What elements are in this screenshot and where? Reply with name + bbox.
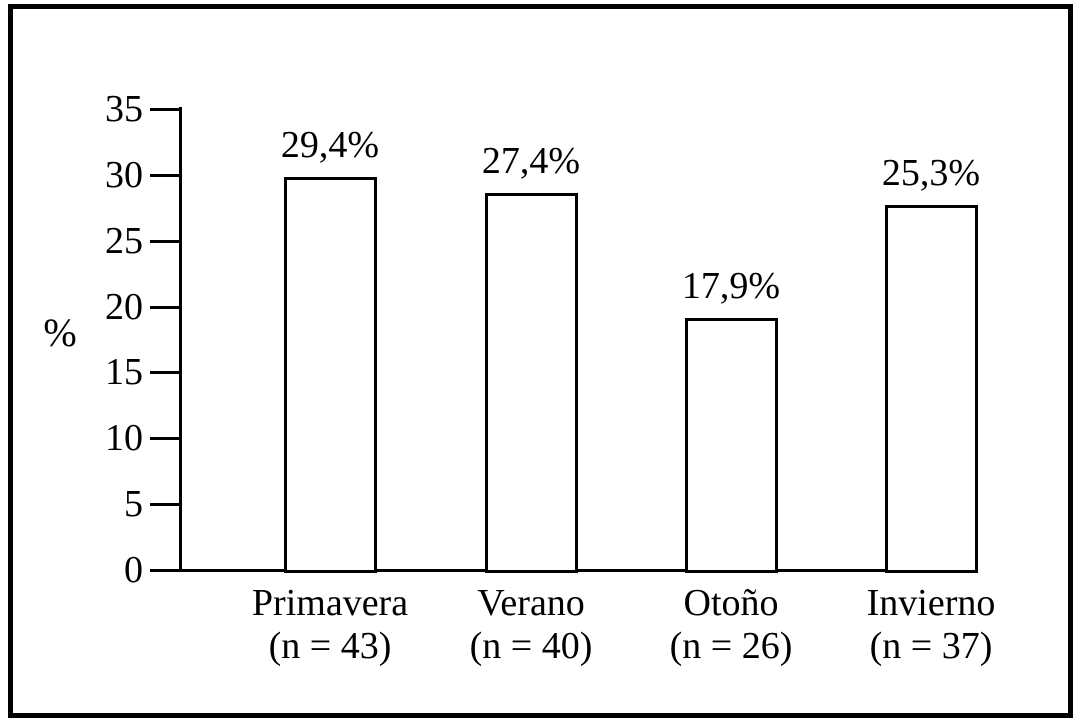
- y-tick-mark: [150, 173, 180, 177]
- y-tick-label: 0: [124, 549, 143, 591]
- bar-value-label: 25,3%: [881, 152, 981, 195]
- bar-verano: [484, 193, 578, 573]
- y-tick-mark: [150, 371, 180, 375]
- bar-value-label: 17,9%: [681, 265, 781, 308]
- bar-primavera: [283, 177, 377, 573]
- x-category-label: Verano (n = 40): [401, 582, 661, 668]
- bar-value-label: 27,4%: [481, 140, 581, 183]
- y-tick-label: 25: [105, 219, 143, 262]
- y-axis-line: [179, 107, 182, 571]
- bar-invierno: [884, 205, 978, 573]
- y-tick-label: 5: [124, 483, 143, 526]
- y-tick-label: 35: [105, 88, 143, 130]
- y-tick-mark: [150, 503, 180, 507]
- x-category-label: Invierno (n = 37): [801, 582, 1061, 668]
- figure-border: [8, 4, 1073, 718]
- category-name: Primavera: [251, 582, 409, 624]
- category-name: Verano: [477, 582, 585, 624]
- y-tick-mark: [150, 108, 180, 111]
- x-category-label: Primavera (n = 43): [200, 582, 460, 668]
- category-name: Invierno: [866, 582, 996, 624]
- bar-value-label: 29,4%: [280, 124, 380, 167]
- category-name: Otoño: [683, 582, 779, 624]
- category-sample-size: (n = 37): [869, 625, 993, 667]
- y-tick-label: 30: [105, 153, 143, 196]
- bar-otono: [684, 318, 778, 573]
- y-axis-title: %: [43, 310, 77, 355]
- category-sample-size: (n = 26): [669, 625, 793, 667]
- y-tick-mark: [150, 437, 180, 441]
- x-category-label: Otoño (n = 26): [601, 582, 861, 668]
- y-tick-mark: [150, 305, 180, 309]
- category-sample-size: (n = 43): [268, 625, 392, 667]
- category-sample-size: (n = 40): [469, 625, 593, 667]
- y-tick-mark: [150, 239, 180, 243]
- y-tick-label: 10: [105, 417, 143, 460]
- y-tick-label: 15: [105, 351, 143, 394]
- y-tick-label: 20: [105, 285, 143, 328]
